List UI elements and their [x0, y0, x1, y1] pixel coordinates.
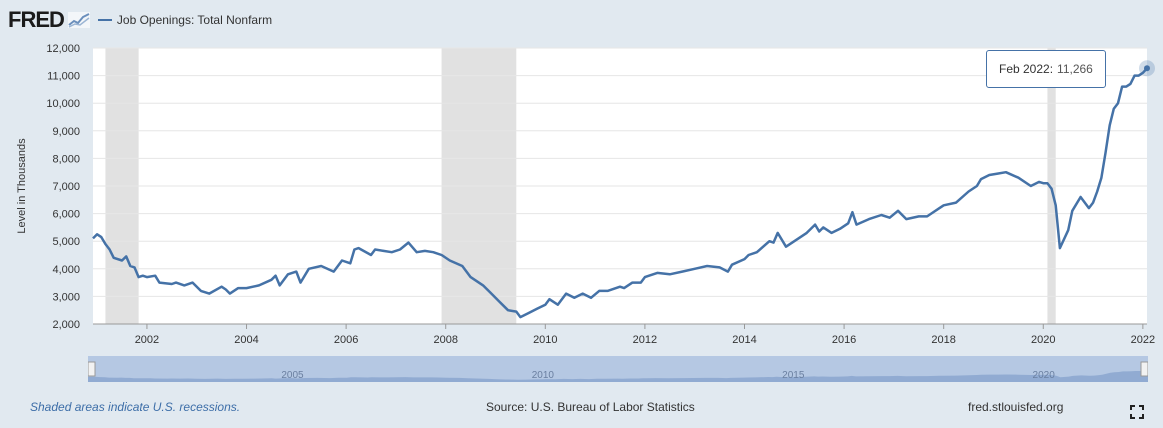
- fred-logo[interactable]: FRED: [8, 7, 65, 32]
- x-axis-ticks: 2002 2004 2006 2008 2010 2012 2014 2016 2018 2020…: [93, 323, 1155, 346]
- x-tick-label: 2006: [334, 334, 358, 346]
- x-tick-label: 2014: [732, 334, 756, 346]
- x-tick-label: 2004: [234, 334, 258, 346]
- x-tick-label: 2002: [135, 334, 159, 346]
- y-tick-label: 4,000: [52, 264, 80, 276]
- y-tick-label: 7,000: [52, 181, 80, 193]
- y-tick-label: 2,000: [52, 319, 80, 331]
- source-note: Source: U.S. Bureau of Labor Statistics: [486, 400, 695, 414]
- series-line: [92, 60, 1155, 319]
- y-tick-label: 11,000: [47, 71, 80, 83]
- hover-point[interactable]: [1144, 65, 1150, 72]
- tooltip-value: 11,266: [1057, 62, 1093, 76]
- y-tick-label: 10,000: [46, 98, 80, 110]
- line-chart-icon: [67, 12, 90, 28]
- navigator-tick-label: 2010: [532, 370, 555, 381]
- recession-note: Shaded areas indicate U.S. recessions.: [30, 400, 241, 414]
- navigator-tick-label: 2015: [782, 370, 805, 381]
- navigator-ticks: 2005 2010 2015 2020: [281, 370, 1055, 381]
- tooltip-date: Feb 2022:: [999, 62, 1054, 76]
- x-tick-label: 2018: [931, 334, 955, 346]
- navigator-tick-label: 2005: [281, 370, 304, 381]
- x-tick-label: 2020: [1031, 334, 1055, 346]
- y-tick-label: 8,000: [52, 153, 80, 165]
- legend-label[interactable]: Job Openings: Total Nonfarm: [116, 13, 273, 27]
- x-tick-label: 2010: [533, 334, 557, 346]
- site-link[interactable]: fred.stlouisfed.org: [968, 400, 1064, 414]
- expand-icon[interactable]: [1130, 405, 1144, 419]
- y-tick-label: 12,000: [46, 43, 80, 55]
- y-axis-ticks: 2,000 3,000 4,000 5,000 6,000 7,000 8,000 9,000…: [46, 43, 80, 331]
- y-tick-label: 6,000: [52, 209, 80, 221]
- y-tick-label: 9,000: [52, 126, 80, 138]
- data-tooltip: Feb 2022: 11,266: [986, 50, 1106, 88]
- legend-swatch: [97, 19, 112, 21]
- y-axis-label: Level in Thousands: [16, 138, 28, 234]
- x-tick-label: 2022: [1131, 334, 1155, 346]
- y-tick-label: 3,000: [52, 291, 80, 303]
- navigator-left-handle[interactable]: [88, 361, 96, 377]
- y-tick-label: 5,000: [52, 236, 80, 248]
- x-tick-label: 2008: [433, 334, 457, 346]
- chart-header: FRED Job Openings: Total Nonfarm: [8, 5, 272, 35]
- navigator-area: [88, 370, 1148, 382]
- series-line-job-openings[interactable]: [92, 67, 1148, 319]
- x-tick-label: 2012: [633, 334, 657, 346]
- navigator-right-handle[interactable]: [1140, 361, 1148, 377]
- range-navigator[interactable]: 2005 2010 2015 2020: [88, 356, 1148, 382]
- navigator-tick-label: 2020: [1033, 370, 1056, 381]
- x-tick-label: 2016: [832, 334, 856, 346]
